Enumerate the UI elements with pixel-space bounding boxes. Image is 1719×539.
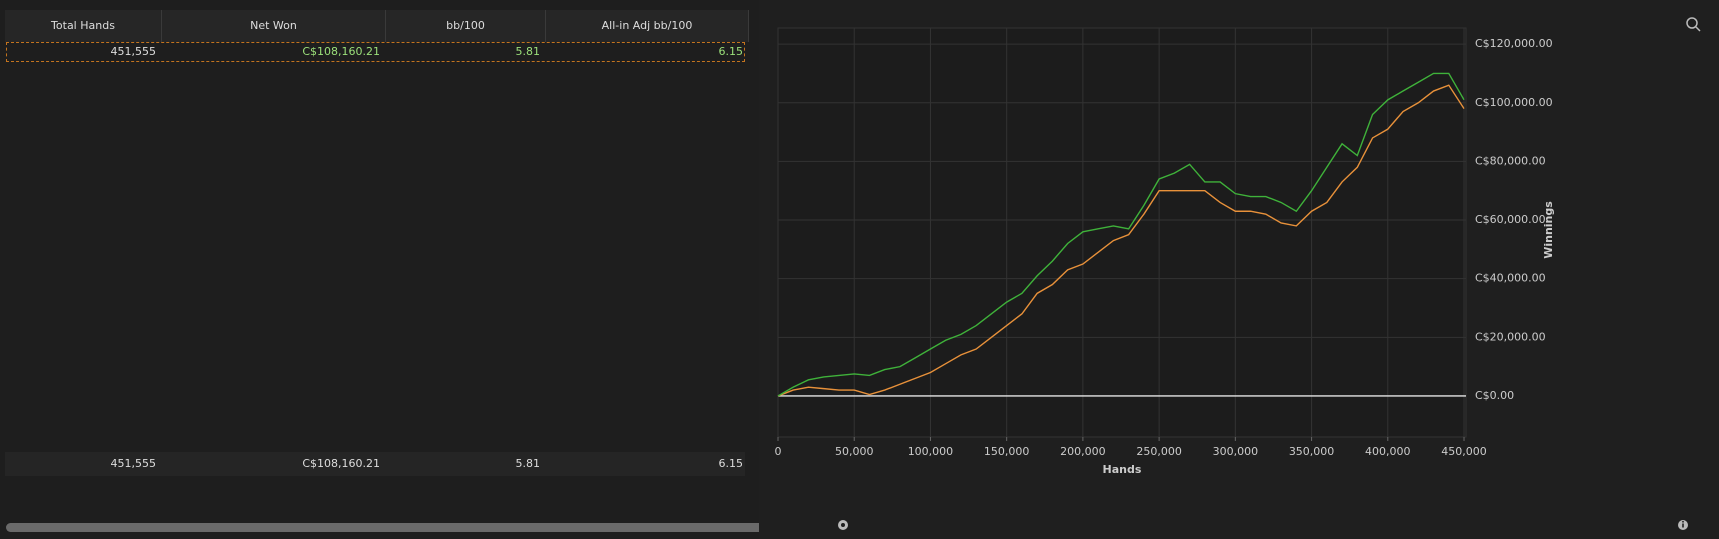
column-header[interactable]: All-in Adj bb/100 xyxy=(546,10,749,42)
scrollbar[interactable] xyxy=(6,523,812,532)
zoom-icon[interactable] xyxy=(1686,17,1701,32)
x-tick-label: 50,000 xyxy=(835,445,874,458)
total-cell: 6.15 xyxy=(718,457,744,470)
x-tick-label: 400,000 xyxy=(1365,445,1411,458)
x-tick-label: 200,000 xyxy=(1060,445,1106,458)
row-cell: 451,555 xyxy=(110,45,157,58)
row-cell: 5.81 xyxy=(515,45,541,58)
column-header[interactable]: Total Hands xyxy=(5,10,162,42)
total-cell: 451,555 xyxy=(110,457,157,470)
column-header[interactable]: bb/100 xyxy=(386,10,546,42)
series-line xyxy=(777,72,1465,397)
selected-row[interactable] xyxy=(6,42,745,62)
x-tick-label: 0 xyxy=(775,445,782,458)
x-tick-label: 100,000 xyxy=(908,445,954,458)
y-tick-label: C$100,000.00 xyxy=(1475,96,1553,109)
x-axis-title: Hands xyxy=(1103,463,1142,476)
info-icon[interactable] xyxy=(1678,520,1688,530)
settings-icon[interactable] xyxy=(838,520,848,530)
y-tick-label: C$60,000.00 xyxy=(1475,213,1546,226)
x-tick-label: 300,000 xyxy=(1213,445,1259,458)
y-tick-label: C$40,000.00 xyxy=(1475,272,1546,285)
x-tick-label: 350,000 xyxy=(1289,445,1335,458)
total-cell: 5.81 xyxy=(515,457,541,470)
row-cell: C$108,160.21 xyxy=(302,45,380,58)
y-tick-label: C$80,000.00 xyxy=(1475,154,1546,167)
total-cell: C$108,160.21 xyxy=(302,457,380,470)
chart: 0 50,000 100,000 150,000 200,000 250,000 300,0… xyxy=(759,0,1719,539)
column-header[interactable]: Net Won xyxy=(162,10,386,42)
y-tick-label: C$120,000.00 xyxy=(1475,37,1553,50)
plot-area xyxy=(777,27,1467,438)
x-tick-label: 450,000 xyxy=(1441,445,1487,458)
x-tick-label: 150,000 xyxy=(984,445,1030,458)
y-axis-title: Winnings xyxy=(1542,201,1555,259)
series-line xyxy=(777,84,1465,397)
y-tick-label: C$0.00 xyxy=(1475,389,1514,402)
x-tick-label: 250,000 xyxy=(1136,445,1182,458)
row-cell: 6.15 xyxy=(718,45,744,58)
stats-panel: Total Hands Net Won bb/100 All-in Adj bb/10… xyxy=(0,0,756,539)
totals-bar xyxy=(5,452,745,476)
y-tick-label: C$20,000.00 xyxy=(1475,330,1546,343)
